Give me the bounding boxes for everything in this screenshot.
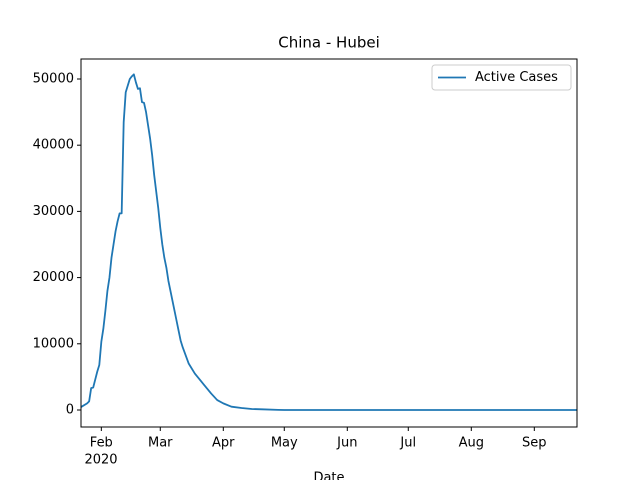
x-year-label: 2020 <box>84 453 117 468</box>
x-tick-label: May <box>271 436 298 451</box>
x-tick-label: Sep <box>522 436 547 451</box>
axes-frame <box>80 58 578 428</box>
x-tick-label: Jun <box>336 436 357 451</box>
chart-title: China - Hubei <box>278 34 380 52</box>
y-tick-label: 50000 <box>33 71 74 86</box>
x-tick-label: Jul <box>399 436 416 451</box>
data-line <box>80 73 577 411</box>
x-tick-label: Apr <box>212 436 235 451</box>
y-tick-label: 30000 <box>33 204 74 219</box>
y-tick-label: 20000 <box>33 270 74 285</box>
x-tick-label: Mar <box>148 436 173 451</box>
x-tick-label: Aug <box>459 436 484 451</box>
y-tick-label: 40000 <box>33 138 74 153</box>
legend-box <box>431 64 572 91</box>
y-tick-label: 0 <box>66 402 74 417</box>
x-axis-label: Date <box>313 471 344 481</box>
x-tick-label: Feb <box>90 436 113 451</box>
y-tick-label: 10000 <box>33 336 74 351</box>
legend-label: Active Cases <box>475 70 558 85</box>
